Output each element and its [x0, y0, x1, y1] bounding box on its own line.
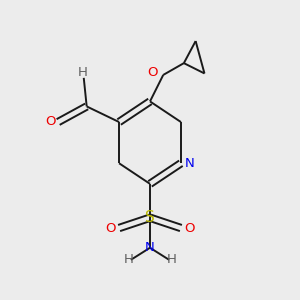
Text: O: O	[184, 221, 194, 235]
Text: S: S	[145, 210, 155, 225]
Text: O: O	[148, 66, 158, 79]
Text: N: N	[145, 241, 155, 254]
Text: O: O	[106, 221, 116, 235]
Text: O: O	[46, 115, 56, 128]
Text: N: N	[184, 157, 194, 170]
Text: H: H	[167, 253, 176, 266]
Text: H: H	[124, 253, 134, 266]
Text: H: H	[77, 66, 87, 79]
